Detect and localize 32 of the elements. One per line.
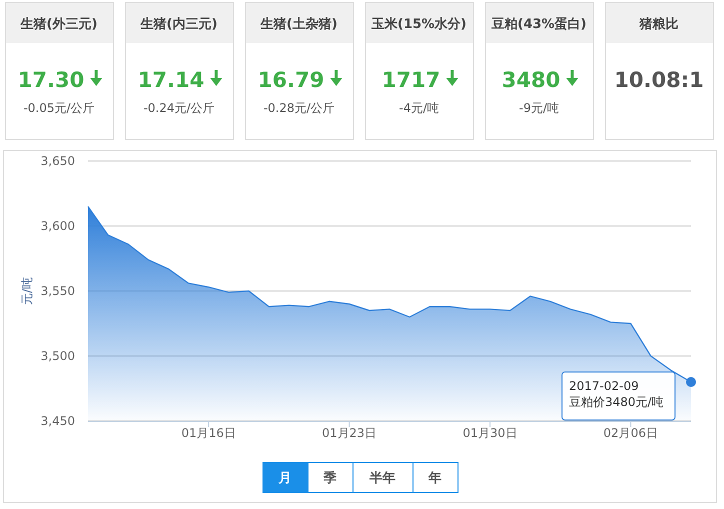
text: 1717 — [382, 68, 440, 92]
text: 猪粮比 — [638, 16, 678, 32]
text: 17.14 — [138, 68, 204, 92]
text: -0.05元/公斤 — [23, 101, 95, 115]
text: -9元/吨 — [518, 101, 560, 115]
text: 生猪(土杂猪) — [260, 17, 338, 32]
text: 豆粕(43%蛋白) — [490, 17, 586, 32]
annotation: 2017-02-09 豆粕价3480元/吨 — [569, 379, 664, 409]
text: 10.08:1 — [614, 68, 704, 92]
x-tick-label: 01月30日 — [462, 426, 518, 440]
text: 16.79 — [258, 68, 324, 92]
text: 17.30 — [18, 68, 84, 92]
y-tick-label: 3,550 — [40, 284, 75, 298]
text: 月 — [278, 471, 292, 486]
text: 季 — [322, 470, 336, 486]
y-tick-label: 3,500 — [40, 349, 75, 363]
y-axis-title: 元/吨 — [20, 276, 34, 306]
text: -0.28元/公斤 — [263, 101, 335, 115]
text: 年 — [428, 471, 442, 486]
x-tick-label: 01月16日 — [181, 426, 236, 440]
text: -4元/吨 — [398, 101, 440, 115]
text: 3480 — [502, 68, 560, 92]
text: 半年 — [368, 471, 396, 486]
y-tick-label: 3,650 — [40, 154, 75, 168]
x-tick-label: 01月23日 — [322, 426, 377, 440]
text: 生猪(外三元) — [20, 17, 98, 32]
text: -0.24元/公斤 — [143, 101, 215, 115]
text: 玉米(15%水分) — [370, 17, 466, 32]
text: 生猪(内三元) — [140, 17, 218, 32]
x-tick-label: 02月06日 — [603, 426, 658, 440]
y-tick-label: 3,600 — [40, 219, 75, 233]
y-tick-label: 3,450 — [40, 414, 75, 428]
